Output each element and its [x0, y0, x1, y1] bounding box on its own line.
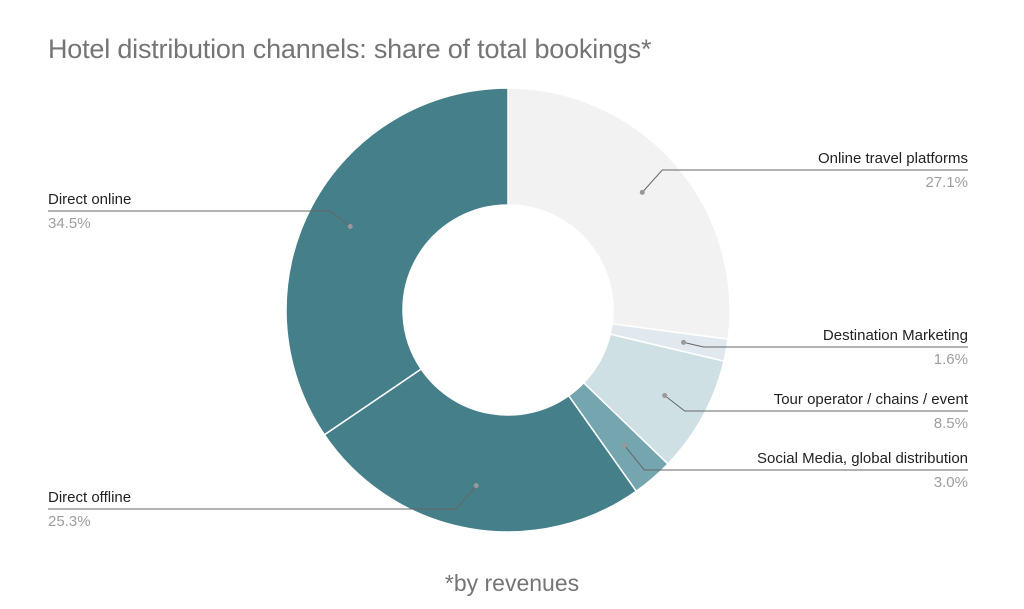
slice-value-direct-online: 34.5%: [48, 215, 91, 232]
leader-line-social-media-global-distribution: [623, 445, 968, 471]
leader-lines-group: [48, 169, 968, 510]
leader-dot-social-media-global-distribution: [621, 442, 627, 448]
slice-online-travel-platforms: [507, 87, 731, 341]
chart-footnote: *by revenues: [444, 570, 580, 596]
slice-direct-online: [285, 87, 509, 436]
leader-line-tour-operator-chains-event: [664, 395, 968, 412]
leader-line-direct-online: [48, 210, 351, 227]
slice-label-direct-online: Direct online: [48, 191, 131, 208]
leader-dot-online-travel-platforms: [639, 189, 645, 195]
slice-direct-offline: [323, 367, 638, 533]
leader-dot-destination-marketing: [681, 339, 687, 345]
leader-dot-direct-offline: [473, 483, 479, 489]
leader-line-direct-offline: [48, 485, 477, 510]
slice-value-tour-operator-chains-event: 8.5%: [934, 415, 968, 432]
slice-label-destination-marketing: Destination Marketing: [823, 327, 968, 344]
slice-value-social-media-global-distribution: 3.0%: [934, 474, 968, 491]
chart-title: Hotel distribution channels: share of to…: [48, 34, 652, 64]
slice-value-online-travel-platforms: 27.1%: [925, 174, 968, 191]
slice-label-tour-operator-chains-event: Tour operator / chains / event: [774, 391, 969, 408]
slice-value-direct-offline: 25.3%: [48, 513, 91, 530]
leader-dot-tour-operator-chains-event: [662, 393, 668, 399]
slice-label-social-media-global-distribution: Social Media, global distribution: [757, 450, 968, 467]
leader-dot-direct-online: [347, 223, 353, 229]
slices-group: [285, 87, 731, 533]
slice-label-online-travel-platforms: Online travel platforms: [818, 150, 968, 167]
slice-label-direct-offline: Direct offline: [48, 489, 131, 506]
leader-line-online-travel-platforms: [641, 169, 968, 193]
labels-group: Online travel platforms 27.1% Destination …: [48, 150, 969, 530]
leader-line-destination-marketing: [683, 341, 968, 348]
slice-value-destination-marketing: 1.6%: [934, 351, 968, 368]
